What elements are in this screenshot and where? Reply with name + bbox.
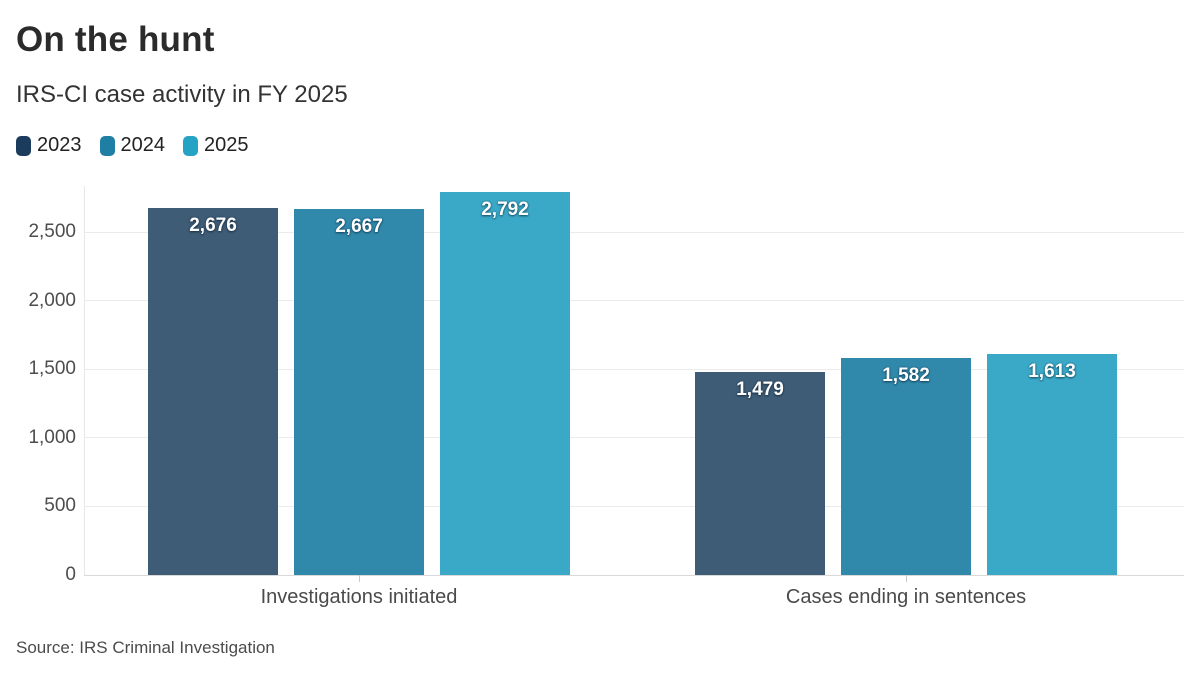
legend: 2023 2024 2025 [16, 134, 249, 157]
bar-2023[interactable]: 1,479 [695, 372, 825, 575]
gridline [84, 300, 1184, 302]
bar-2025[interactable]: 1,613 [987, 354, 1117, 575]
legend-label: 2023 [37, 134, 82, 156]
category-label: Cases ending in sentences [785, 586, 1027, 608]
bar-value-label: 1,479 [736, 379, 784, 400]
y-tick-label: 1,000 [28, 426, 76, 448]
gridline [84, 437, 1184, 439]
legend-swatch-icon [16, 135, 31, 156]
bar-group: 1,479 1,582 1,613 [695, 354, 1117, 575]
legend-item: 2025 [183, 134, 249, 157]
y-tick-label: 2,000 [28, 289, 76, 311]
gridline [84, 505, 1184, 507]
gridline [84, 231, 1184, 233]
category-tick [359, 575, 360, 582]
y-axis-line [84, 186, 85, 575]
bar-value-label: 2,676 [189, 215, 237, 236]
source-note: Source: IRS Criminal Investigation [16, 638, 275, 657]
y-tick-label: 0 [65, 564, 76, 585]
legend-swatch-icon [99, 135, 115, 156]
legend-item: 2023 [16, 134, 82, 157]
bar-2024[interactable]: 2,667 [294, 209, 424, 575]
bar-value-label: 2,792 [481, 199, 529, 220]
legend-label: 2025 [204, 134, 249, 156]
bar-value-label: 2,667 [335, 216, 383, 237]
y-tick-label: 2,500 [28, 221, 76, 242]
bar-2023[interactable]: 2,676 [148, 208, 278, 575]
y-tick-label: 1,500 [28, 358, 76, 380]
bar-group: 2,676 2,667 2,792 [148, 192, 570, 575]
legend-swatch-icon [183, 135, 198, 156]
category-label: Investigations initiated [260, 586, 458, 608]
bar-value-label: 1,582 [882, 365, 930, 386]
legend-label: 2024 [120, 134, 166, 156]
legend-item: 2024 [99, 134, 166, 157]
bar-2025[interactable]: 2,792 [440, 192, 570, 575]
bar-value-label: 1,613 [1028, 361, 1076, 382]
gridline [84, 368, 1184, 370]
x-axis-baseline [84, 574, 1184, 576]
y-tick-label: 500 [44, 495, 76, 517]
chart-title: On the hunt [16, 20, 215, 59]
plot-area: 0 500 1,000 1,500 2,000 2,500 2,676 2,667 2,792 I… [28, 186, 1184, 608]
bar-2024[interactable]: 1,582 [841, 358, 971, 575]
chart-subtitle: IRS-CI case activity in FY 2025 [16, 81, 348, 108]
category-tick [906, 575, 907, 582]
